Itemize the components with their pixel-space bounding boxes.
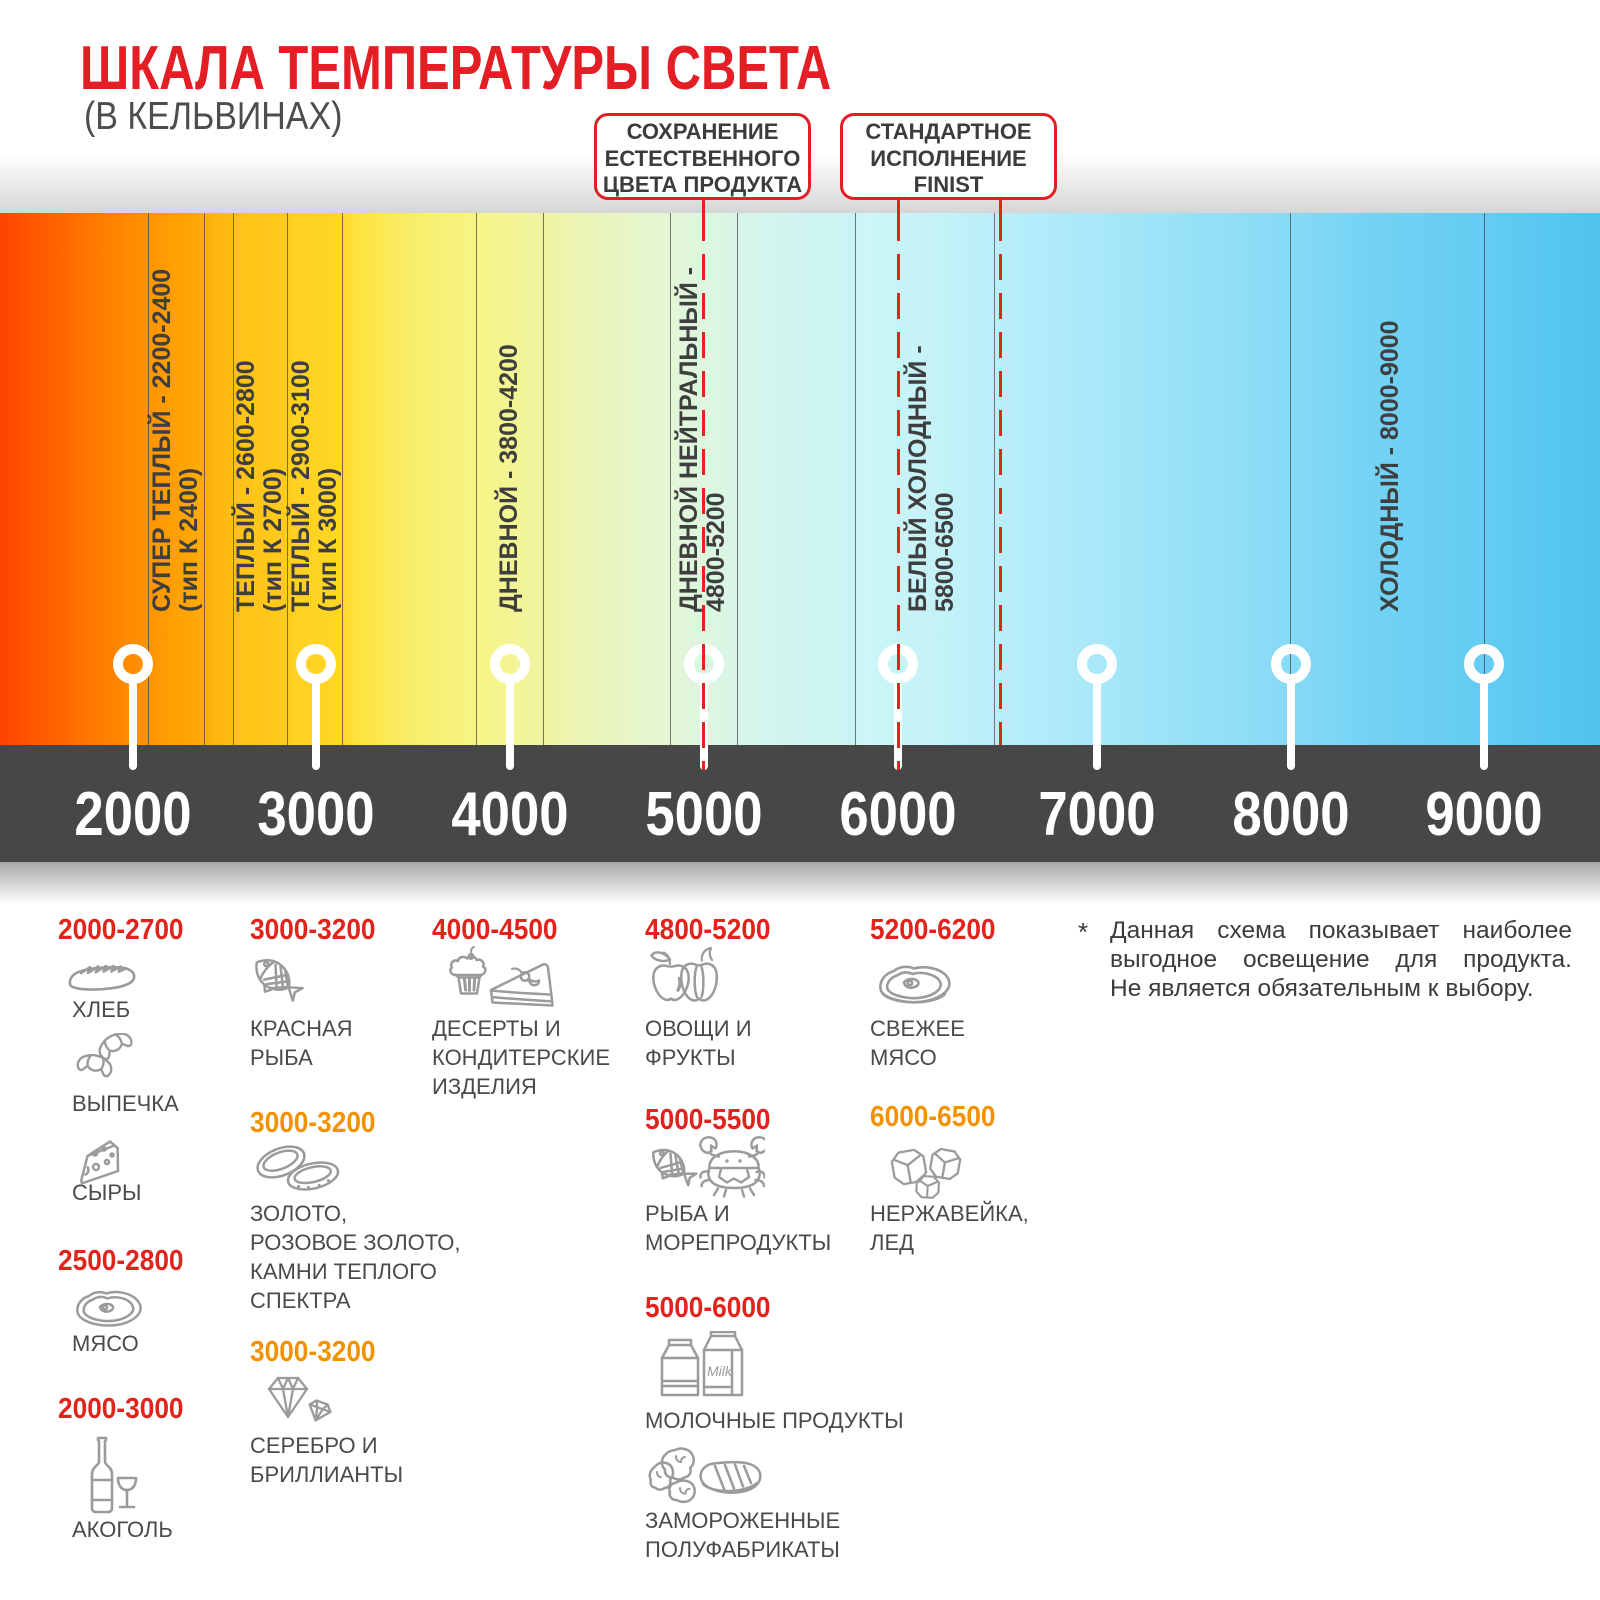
svg-text:Milk: Milk	[707, 1363, 733, 1379]
